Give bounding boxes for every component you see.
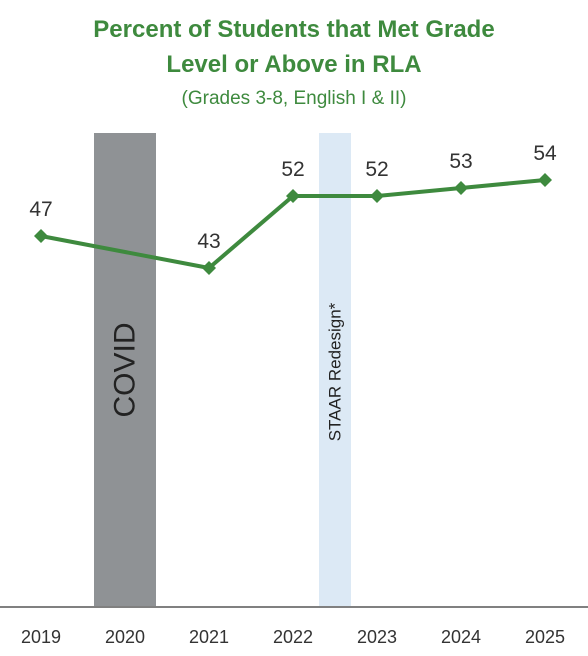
x-tick-label-2020: 2020 (105, 627, 145, 647)
data-label-2021: 43 (197, 230, 220, 253)
x-tick-label-2022: 2022 (273, 627, 313, 647)
data-label-2025: 54 (533, 142, 557, 165)
data-label-2022: 52 (281, 158, 304, 181)
x-tick-label-2023: 2023 (357, 627, 397, 647)
data-label-2023: 52 (365, 158, 388, 181)
x-tick-label-2025: 2025 (525, 627, 565, 647)
data-labels-layer: 47 43 52 52 53 54 (29, 142, 557, 253)
data-point-2024 (454, 181, 468, 195)
x-tick-label-2021: 2021 (189, 627, 229, 647)
data-point-2022 (286, 189, 300, 203)
chart-title-line-2: Level or Above in RLA (166, 51, 422, 78)
x-tick-labels-layer: 2019 2020 2021 2022 2023 2024 2025 (21, 627, 565, 647)
data-point-2025 (538, 173, 552, 187)
data-label-2019: 47 (29, 198, 52, 221)
series-line (40, 178, 546, 270)
data-point-2023 (370, 189, 384, 203)
band-covid (94, 133, 156, 607)
data-label-2024: 53 (449, 150, 472, 173)
points-layer (34, 173, 552, 275)
band-label-staar-redesign: STAAR Redesign* (326, 302, 345, 441)
x-tick-label-2024: 2024 (441, 627, 481, 647)
line-layer (40, 178, 546, 270)
chart-title-line-1: Percent of Students that Met Grade (93, 16, 495, 43)
bands-layer: COVID STAAR Redesign* (94, 133, 351, 607)
chart-title: Percent of Students that Met Grade Level… (0, 12, 588, 82)
band-staar-redesign (319, 133, 351, 607)
chart-subtitle: (Grades 3-8, English I & II) (181, 88, 407, 109)
data-point-2021 (202, 261, 216, 275)
band-label-covid: COVID (109, 322, 142, 417)
x-tick-label-2019: 2019 (21, 627, 61, 647)
data-point-2019 (34, 229, 48, 243)
